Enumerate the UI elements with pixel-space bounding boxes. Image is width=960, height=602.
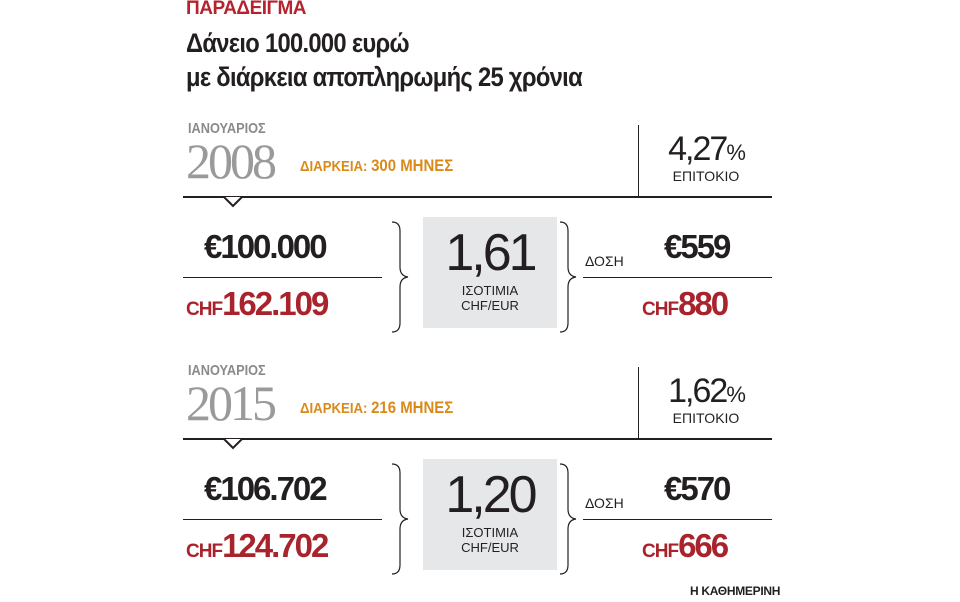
duration-value: 216 ΜΗΝΕΣ — [371, 398, 454, 417]
currency-prefix: CHF — [186, 541, 223, 562]
brace-right-icon — [559, 463, 577, 575]
currency-prefix: CHF — [642, 299, 679, 320]
title-line-1: Δάνειο 100.000 ευρώ — [186, 28, 410, 58]
pointer-notch — [223, 438, 243, 450]
exchange-label-1: ΙΣΟΤΙΜΙΑ — [461, 283, 519, 298]
pointer-notch — [223, 196, 243, 208]
duration-label: ΔΙΑΡΚΕΙΑ: — [300, 158, 368, 175]
exchange-label-1: ΙΣΟΤΙΜΙΑ — [461, 525, 519, 540]
exchange-rate: 1,61 — [445, 224, 537, 282]
installment-eur: €570 — [664, 470, 731, 507]
rate-value: 4,27 — [668, 130, 728, 168]
exchange-label-2: CHF/EUR — [461, 540, 519, 555]
duration: ΔΙΑΡΚΕΙΑ: 216 ΜΗΝΕΣ — [300, 398, 453, 418]
installment-chf: CHF880 — [642, 285, 729, 323]
title-line-2: με διάρκεια αποπληρωμής 25 χρόνια — [186, 62, 583, 92]
exchange-rate-box — [423, 459, 557, 570]
interest-rate: 1,62% — [640, 372, 772, 411]
divider-right — [583, 277, 772, 278]
principal-chf-value: 162.109 — [222, 285, 329, 322]
year: 2015 — [186, 375, 277, 431]
principal-eur: €100.000 — [204, 228, 328, 265]
divider-horizontal — [183, 438, 772, 440]
month-label: ΙΑΝΟΥΑΡΙΟΣ — [188, 362, 266, 379]
exchange-rate: 1,20 — [445, 466, 537, 524]
kicker: ΠΑΡΑΔΕΙΓΜΑ — [186, 0, 307, 19]
exchange-rate-label: ΙΣΟΤΙΜΙΑ CHF/EUR — [423, 525, 557, 555]
year: 2008 — [186, 133, 277, 189]
exchange-rate-label: ΙΣΟΤΙΜΙΑ CHF/EUR — [423, 283, 557, 313]
rate-label: ΕΠΙΤΟΚΙΟ — [672, 168, 740, 184]
installment-label: ΔΟΣΗ — [585, 253, 624, 269]
principal-chf: CHF162.109 — [186, 285, 329, 323]
rate-value: 1,62 — [668, 372, 728, 410]
duration: ΔΙΑΡΚΕΙΑ: 300 ΜΗΝΕΣ — [300, 156, 453, 176]
rate-unit: % — [726, 382, 746, 407]
divider-vertical — [638, 367, 639, 439]
brace-left-icon — [391, 221, 409, 333]
installment-chf-value: 666 — [678, 527, 729, 564]
interest-rate: 4,27% — [640, 130, 772, 169]
installment-chf-value: 880 — [678, 285, 729, 322]
duration-value: 300 ΜΗΝΕΣ — [371, 156, 454, 175]
principal-chf: CHF124.702 — [186, 527, 329, 565]
section-2015: ΙΑΝΟΥΑΡΙΟΣ 2015 ΔΙΑΡΚΕΙΑ: 216 ΜΗΝΕΣ 1,62… — [0, 362, 960, 602]
month-label: ΙΑΝΟΥΑΡΙΟΣ — [188, 120, 266, 137]
divider-horizontal — [183, 196, 772, 198]
divider-right — [583, 519, 772, 520]
principal-eur: €106.702 — [204, 470, 328, 507]
installment-eur: €559 — [664, 228, 731, 265]
brace-right-icon — [559, 221, 577, 333]
currency-prefix: CHF — [186, 299, 223, 320]
exchange-rate-box — [423, 217, 557, 328]
rate-label: ΕΠΙΤΟΚΙΟ — [672, 410, 740, 426]
divider-vertical — [638, 125, 639, 197]
principal-chf-value: 124.702 — [222, 527, 329, 564]
rate-unit: % — [726, 140, 746, 165]
section-2008: ΙΑΝΟΥΑΡΙΟΣ 2008 ΔΙΑΡΚΕΙΑ: 300 ΜΗΝΕΣ 4,27… — [0, 120, 960, 360]
currency-prefix: CHF — [642, 541, 679, 562]
exchange-label-2: CHF/EUR — [461, 298, 519, 313]
divider-left — [183, 519, 382, 520]
footer-credit: Η ΚΑΘΗΜΕΡΙΝΗ — [690, 584, 781, 598]
installment-label: ΔΟΣΗ — [585, 495, 624, 511]
divider-left — [183, 277, 382, 278]
brace-left-icon — [391, 463, 409, 575]
installment-chf: CHF666 — [642, 527, 729, 565]
duration-label: ΔΙΑΡΚΕΙΑ: — [300, 400, 368, 417]
